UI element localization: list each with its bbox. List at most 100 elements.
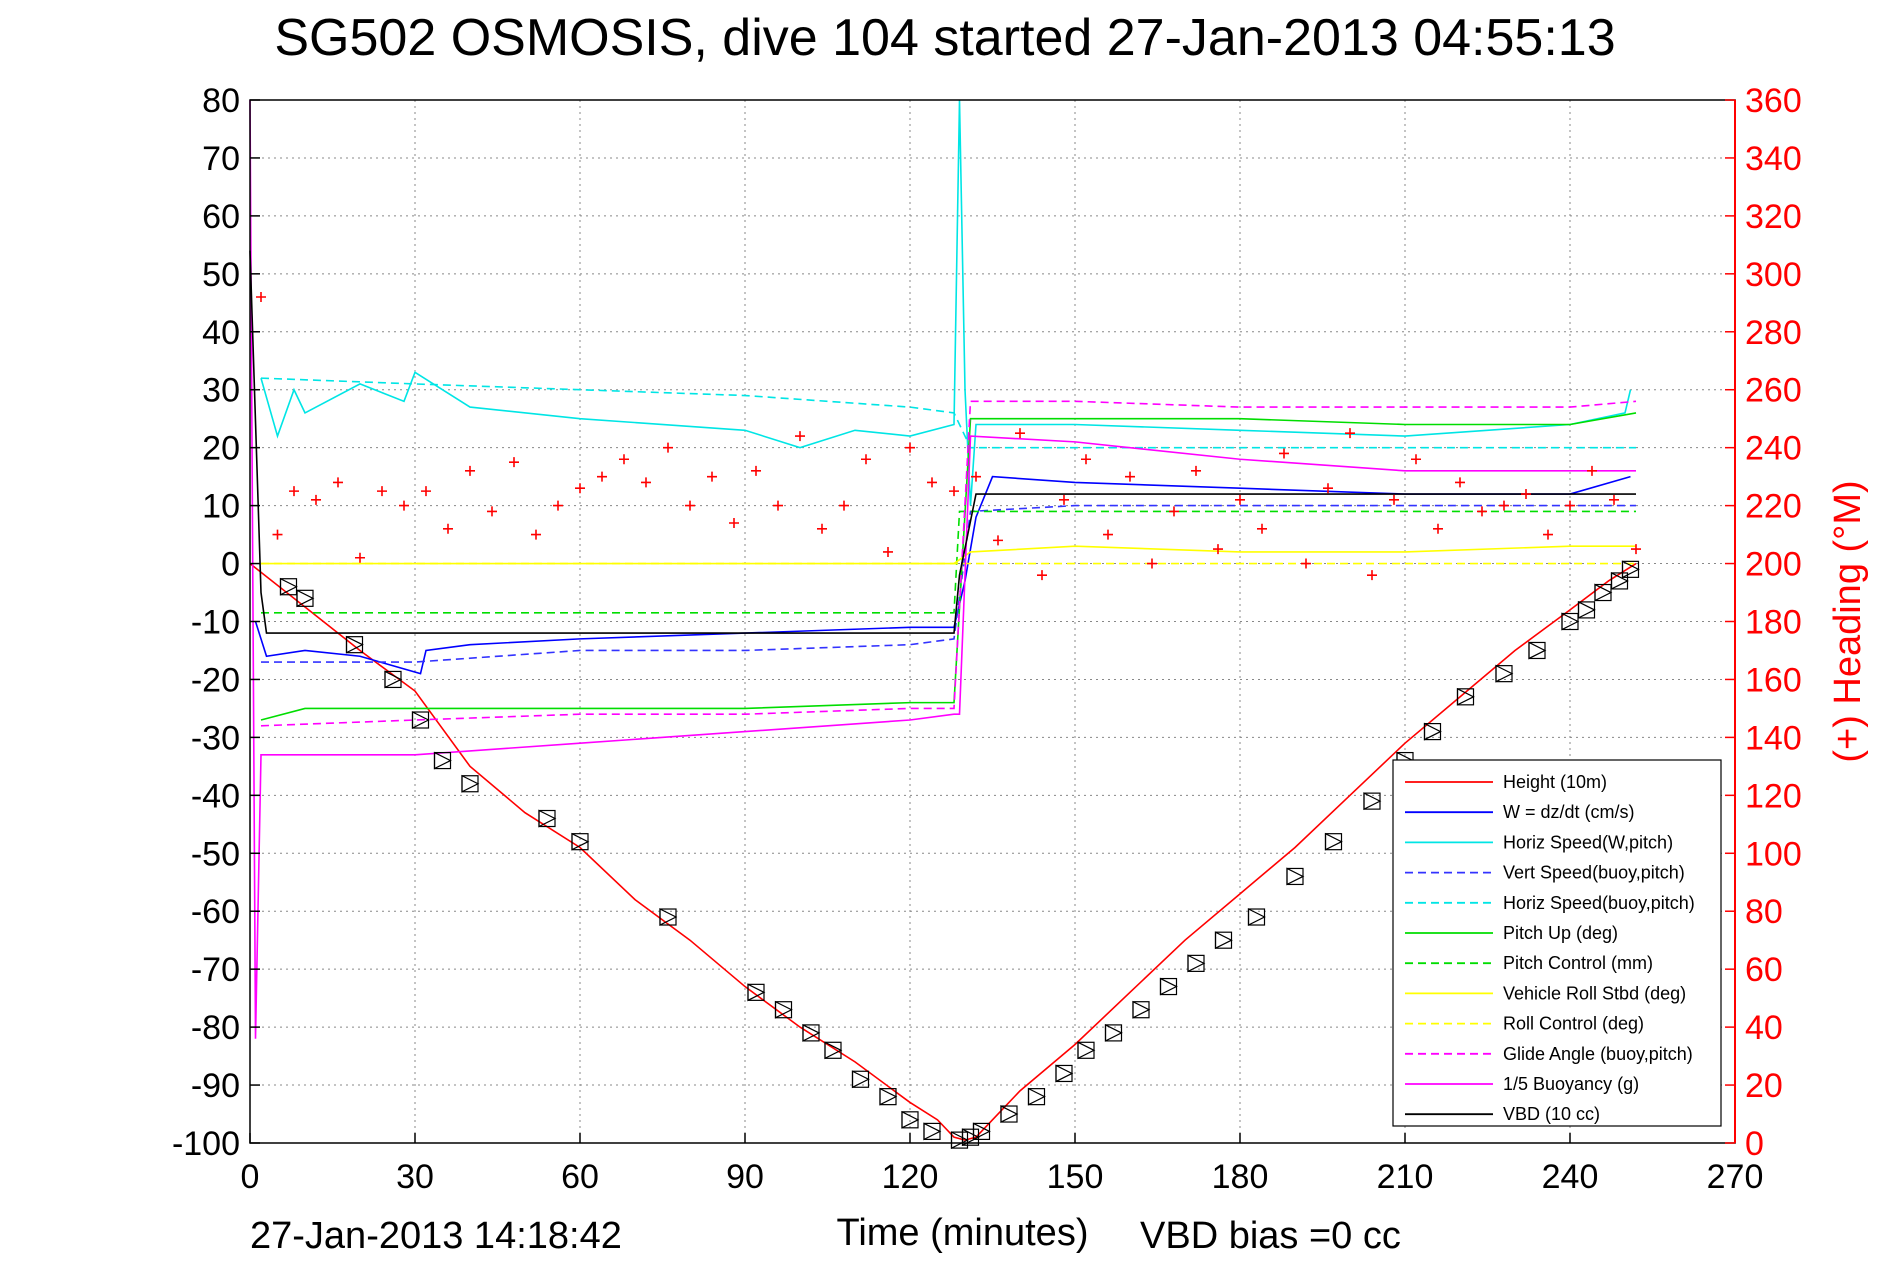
heading-point xyxy=(597,471,607,482)
height-marker-box xyxy=(1027,1088,1046,1106)
height-marker xyxy=(1247,908,1266,926)
heading-point xyxy=(1389,494,1399,505)
height-marker-triangle xyxy=(1363,792,1382,811)
y2-tick-label: 80 xyxy=(1745,893,1783,931)
heading-point xyxy=(1081,454,1091,465)
height-marker xyxy=(1363,792,1382,811)
heading-point xyxy=(377,486,387,497)
y-tick-label: 50 xyxy=(202,256,240,294)
height-marker-box xyxy=(1214,931,1233,949)
y2-tick-label: 260 xyxy=(1745,372,1802,410)
heading-point xyxy=(1631,544,1641,555)
heading-point xyxy=(971,471,981,482)
y2-tick-label: 300 xyxy=(1745,256,1802,294)
heading-markers xyxy=(256,292,1641,581)
legend-label: 1/5 Buoyancy (g) xyxy=(1503,1074,1639,1094)
heading-point xyxy=(861,454,871,465)
legend-label: Pitch Up (deg) xyxy=(1503,923,1618,943)
height-marker xyxy=(851,1070,870,1089)
heading-point xyxy=(1323,483,1333,494)
height-marker-triangle xyxy=(1324,832,1343,851)
height-marker xyxy=(802,1023,821,1042)
heading-point xyxy=(553,500,563,511)
series-line-7 xyxy=(261,545,1636,565)
y2-tick-label: 220 xyxy=(1745,488,1802,526)
y-tick-label: -10 xyxy=(191,604,240,642)
heading-point xyxy=(1477,506,1487,517)
footer-vbd-bias: VBD bias =0 cc xyxy=(1140,1215,1401,1257)
y2-tick-label: 0 xyxy=(1745,1125,1764,1163)
y2-tick-label: 120 xyxy=(1745,777,1802,815)
y2-tick-label: 160 xyxy=(1745,661,1802,699)
legend-label: Roll Control (deg) xyxy=(1503,1014,1644,1034)
y2-tick-label: 20 xyxy=(1745,1067,1783,1105)
heading-point xyxy=(707,471,717,482)
height-marker xyxy=(774,1000,793,1019)
height-marker-triangle xyxy=(1247,908,1266,926)
x-axis-label: Time (minutes) xyxy=(837,1212,1089,1254)
heading-point xyxy=(905,442,915,453)
height-marker xyxy=(1610,571,1629,590)
height-marker xyxy=(1027,1087,1046,1106)
heading-point xyxy=(1015,428,1025,439)
y2-tick-label: 320 xyxy=(1745,198,1802,236)
heading-point xyxy=(773,500,783,511)
height-marker-box xyxy=(1286,867,1304,886)
y-axis-right-label: (+) Heading (°M) xyxy=(1827,480,1869,762)
y2-tick-label: 40 xyxy=(1745,1009,1783,1047)
height-marker-triangle xyxy=(1495,664,1514,683)
footer-date: 27-Jan-2013 14:18:42 xyxy=(250,1215,622,1257)
heading-point xyxy=(1125,471,1135,482)
heading-point xyxy=(1499,500,1509,511)
height-marker xyxy=(1561,612,1580,631)
height-marker-triangle xyxy=(1214,931,1233,950)
heading-point xyxy=(619,454,629,465)
height-marker-triangle xyxy=(345,635,364,654)
height-marker-triangle xyxy=(950,1131,969,1150)
height-marker-box xyxy=(1187,954,1205,972)
heading-point xyxy=(1257,523,1267,534)
height-marker-triangle xyxy=(774,1000,793,1019)
heading-point xyxy=(641,477,651,488)
series-line-0 xyxy=(249,562,1637,1141)
height-marker-triangle xyxy=(1528,641,1547,660)
legend-label: W = dz/dt (cm/s) xyxy=(1503,802,1635,822)
heading-point xyxy=(1235,494,1245,505)
height-marker-box xyxy=(461,775,479,793)
y-tick-label: 40 xyxy=(202,314,240,352)
height-marker xyxy=(972,1122,991,1141)
y-tick-label: 0 xyxy=(221,546,240,584)
height-marker-triangle xyxy=(1055,1064,1074,1083)
height-marker-box xyxy=(279,578,298,596)
height-marker-triangle xyxy=(1000,1105,1019,1124)
legend-label: Horiz Speed(buoy,pitch) xyxy=(1503,893,1695,913)
x-tick-label: 240 xyxy=(1542,1158,1599,1196)
legend-label: VBD (10 cc) xyxy=(1503,1104,1600,1124)
heading-point xyxy=(289,486,299,497)
heading-point xyxy=(1543,529,1553,540)
height-marker-triangle xyxy=(433,751,452,770)
y-tick-label: -60 xyxy=(191,893,240,931)
y-tick-label: -70 xyxy=(191,951,240,989)
heading-point xyxy=(465,465,475,476)
heading-point xyxy=(817,523,827,534)
height-marker-triangle xyxy=(972,1122,991,1141)
legend-label: Glide Angle (buoy,pitch) xyxy=(1503,1044,1693,1064)
height-marker xyxy=(411,711,430,729)
series-line-1 xyxy=(254,475,1631,675)
height-marker xyxy=(296,589,315,608)
marker-layer xyxy=(279,560,1640,1150)
heading-point xyxy=(272,529,283,540)
y-tick-label: -30 xyxy=(191,719,240,757)
height-marker xyxy=(659,908,678,926)
y2-tick-label: 180 xyxy=(1745,604,1802,642)
height-marker xyxy=(1077,1041,1096,1060)
height-marker-triangle xyxy=(879,1087,898,1106)
legend-label: Vehicle Roll Stbd (deg) xyxy=(1503,983,1686,1003)
height-marker xyxy=(950,1131,969,1150)
height-marker xyxy=(1594,583,1613,602)
height-marker-box xyxy=(1077,1041,1095,1059)
height-marker-triangle xyxy=(1561,612,1580,631)
height-marker-triangle xyxy=(1286,867,1305,886)
